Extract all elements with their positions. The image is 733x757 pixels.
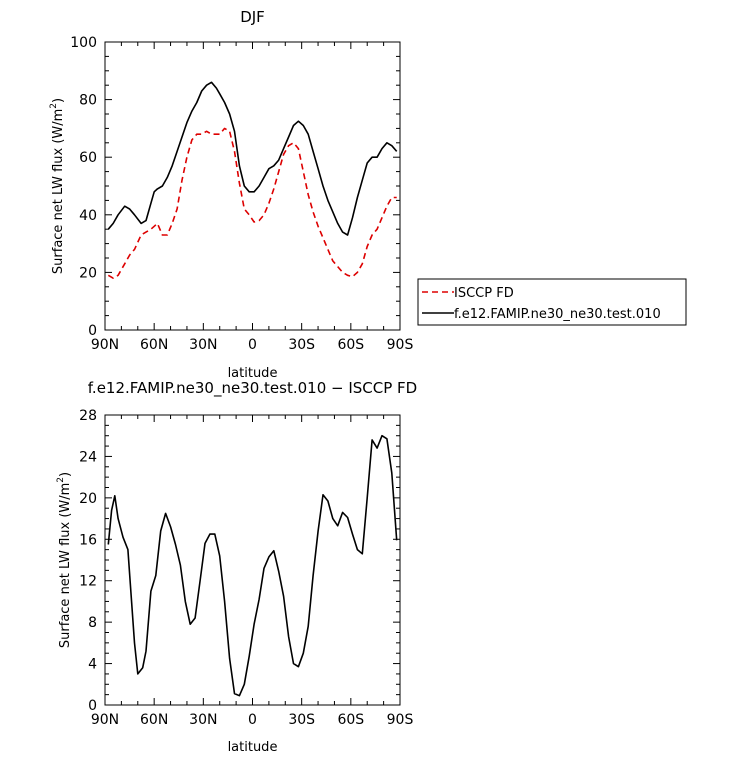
x-tick-label: 0 xyxy=(248,712,257,728)
chart-top-djf: DJF 90N 60N 30N 0 30S 60S 90S 0 20 40 60 80 100 latitu… xyxy=(49,8,413,381)
y-tick-label: 60 xyxy=(79,150,97,166)
y-tick-label: 80 xyxy=(79,93,97,109)
chart-bottom-difference: f.e12.FAMIP.ne30_ne30.test.010 − ISCCP F… xyxy=(56,379,417,755)
y-tick-label: 20 xyxy=(79,491,97,507)
legend: ISCCP FD f.e12.FAMIP.ne30_ne30.test.010 xyxy=(417,278,687,326)
x-tick-label: 90N xyxy=(91,712,119,728)
y-axis-label: Surface net LW flux (W/m2) xyxy=(49,98,66,274)
x-tick-label: 90N xyxy=(91,337,119,353)
y-tick-label: 28 xyxy=(79,408,97,424)
y-tick-label: 100 xyxy=(70,35,97,51)
x-axis-label: latitude xyxy=(228,366,278,381)
y-tick-label: 40 xyxy=(79,208,97,224)
x-tick-label: 30N xyxy=(189,712,217,728)
legend-label-0: ISCCP FD xyxy=(454,286,514,301)
plot-frame xyxy=(104,414,401,706)
y-tick-label: 0 xyxy=(88,698,97,714)
series-line-0 xyxy=(107,127,397,280)
series-line-0 xyxy=(107,434,398,697)
y-tick-label: 4 xyxy=(88,657,97,673)
y-tick-label: 0 xyxy=(88,323,97,339)
y-tick-label: 12 xyxy=(79,574,97,590)
y-tick-label: 16 xyxy=(79,532,97,548)
y-tick-label: 20 xyxy=(79,265,97,281)
x-tick-label: 0 xyxy=(248,337,257,353)
legend-box xyxy=(417,278,687,326)
y-axis-label-superscript: 2 xyxy=(56,477,66,483)
x-tick-label: 60S xyxy=(337,712,364,728)
y-axis-label: Surface net LW flux (W/m2) xyxy=(56,472,73,648)
x-tick-label: 30S xyxy=(288,712,315,728)
x-tick-label: 90S xyxy=(387,337,414,353)
chart-title: f.e12.FAMIP.ne30_ne30.test.010 − ISCCP F… xyxy=(88,379,418,398)
plot-frame xyxy=(104,41,401,331)
chart-title: DJF xyxy=(240,8,265,26)
y-axis-label-close: ) xyxy=(51,98,66,103)
y-axis-label-main: Surface net LW flux (W/m xyxy=(51,109,66,274)
x-tick-label: 90S xyxy=(387,712,414,728)
x-tick-label: 60N xyxy=(140,337,168,353)
y-axis-label-superscript: 2 xyxy=(49,103,59,109)
x-tick-label: 30N xyxy=(189,337,217,353)
y-tick-label: 24 xyxy=(79,449,97,465)
x-axis-label: latitude xyxy=(228,740,278,755)
x-tick-label: 60N xyxy=(140,712,168,728)
series-line-1 xyxy=(107,81,398,236)
y-axis-label-close: ) xyxy=(58,472,73,477)
x-tick-label: 60S xyxy=(337,337,364,353)
x-tick-label: 30S xyxy=(288,337,315,353)
y-tick-label: 8 xyxy=(88,615,97,631)
legend-label-1: f.e12.FAMIP.ne30_ne30.test.010 xyxy=(454,307,661,322)
y-axis-label-main: Surface net LW flux (W/m xyxy=(58,483,73,648)
